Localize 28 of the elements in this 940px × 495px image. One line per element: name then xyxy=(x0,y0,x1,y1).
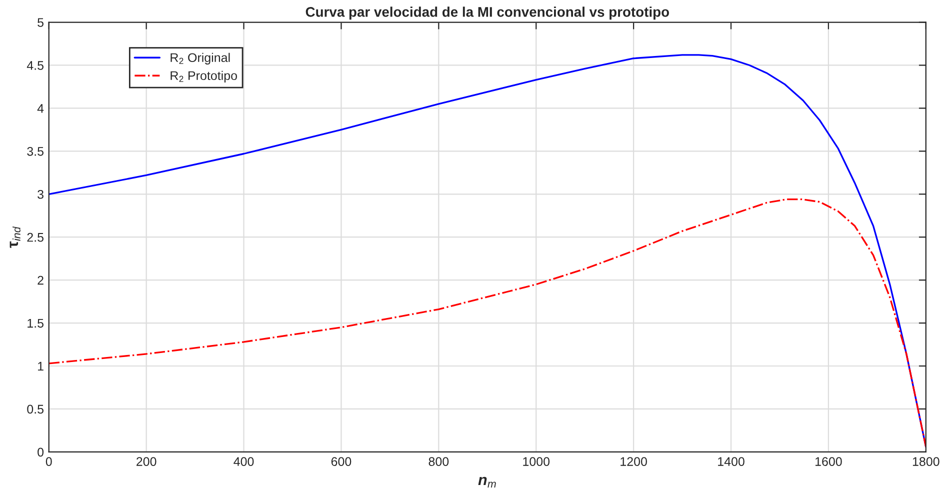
y-tick-label: 2.5 xyxy=(27,232,44,242)
x-tick-label: 1200 xyxy=(620,457,647,466)
x-tick-label: 1600 xyxy=(816,457,842,466)
x-tick-label: 1400 xyxy=(718,457,744,466)
y-tick-label: 1 xyxy=(38,362,44,371)
line-series xyxy=(48,54,926,448)
y-tick-label: 4 xyxy=(37,104,44,113)
x-tick-label: 1000 xyxy=(523,457,550,466)
line-series xyxy=(48,198,926,448)
x-tick-label: 800 xyxy=(428,457,449,466)
x-tick-label: 1800 xyxy=(912,457,940,466)
y-tick-label: 5 xyxy=(38,18,44,27)
x-tick-label: 400 xyxy=(234,457,254,466)
y-tick-label: 1.5 xyxy=(28,318,44,328)
x-tick-label: 600 xyxy=(331,457,352,466)
y-tick-label: 2 xyxy=(38,276,44,285)
chart-title: Curva par velocidad de la MI convencional vs prototipo xyxy=(306,6,669,20)
x-tick-label: 0 xyxy=(46,457,52,466)
y-tick-label: 0.5 xyxy=(27,404,44,414)
legend-label: R$_{2}$ Original xyxy=(170,52,230,65)
x-tick-label: 200 xyxy=(136,457,156,466)
y-tick-label: 4.5 xyxy=(26,61,44,70)
y-axis-title: τ$_{ind}$ xyxy=(10,226,20,248)
legend-label: R$_{2}$ Prototipo xyxy=(170,70,237,83)
y-tick-label: 3.5 xyxy=(27,146,44,156)
x-axis-title: n$_{m}$ xyxy=(478,476,496,488)
y-tick-label: 0 xyxy=(38,448,44,457)
y-tick-label: 3 xyxy=(38,190,44,199)
